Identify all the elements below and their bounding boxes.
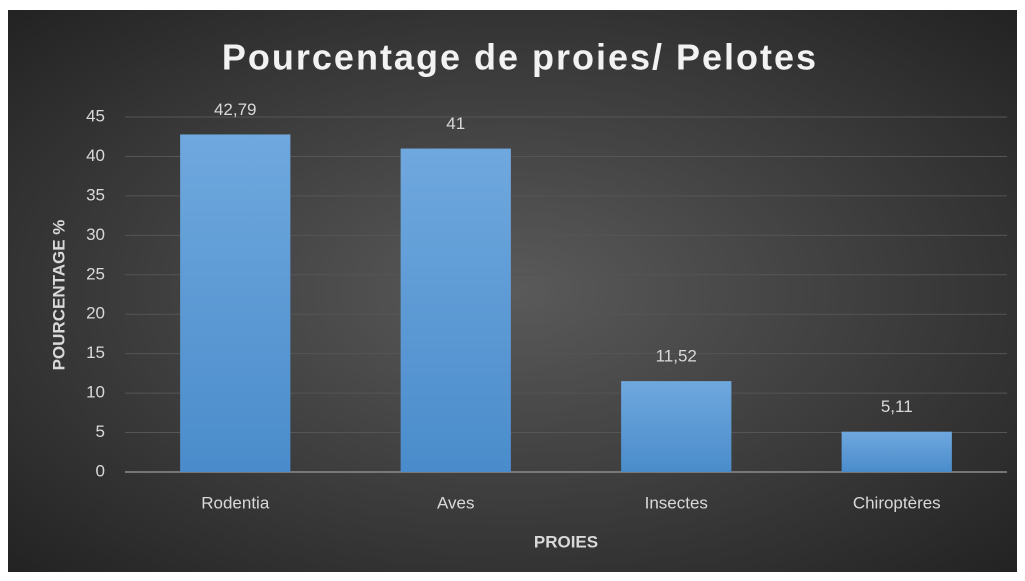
chart-title: Pourcentage de proies/ Pelotes bbox=[222, 37, 818, 78]
x-tick-label: Insectes bbox=[645, 493, 708, 512]
y-tick-label: 35 bbox=[86, 185, 105, 204]
data-label: 11,52 bbox=[656, 347, 697, 366]
y-tick-label: 20 bbox=[86, 304, 105, 323]
x-tick-label: Aves bbox=[437, 493, 475, 512]
y-tick-label: 15 bbox=[86, 343, 105, 362]
y-tick-label: 0 bbox=[96, 461, 105, 480]
y-tick-label: 5 bbox=[96, 422, 105, 441]
y-tick-label: 25 bbox=[86, 264, 105, 283]
x-tick-label: Rodentia bbox=[201, 493, 270, 512]
y-tick-label: 45 bbox=[86, 106, 105, 125]
x-axis-title: PROIES bbox=[534, 532, 598, 551]
y-tick-label: 10 bbox=[86, 383, 105, 402]
chart-background bbox=[8, 10, 1017, 572]
data-label: 41 bbox=[446, 114, 465, 133]
y-axis-title: POURCENTAGE % bbox=[49, 220, 68, 371]
bar bbox=[621, 381, 732, 472]
bar bbox=[400, 148, 511, 473]
y-tick-label: 40 bbox=[86, 146, 105, 165]
bar bbox=[180, 134, 291, 472]
y-tick-label: 30 bbox=[86, 225, 105, 244]
x-tick-label: Chiroptères bbox=[853, 493, 941, 512]
data-label: 5,11 bbox=[881, 397, 913, 416]
bar bbox=[841, 431, 952, 472]
data-label: 42,79 bbox=[214, 100, 257, 119]
